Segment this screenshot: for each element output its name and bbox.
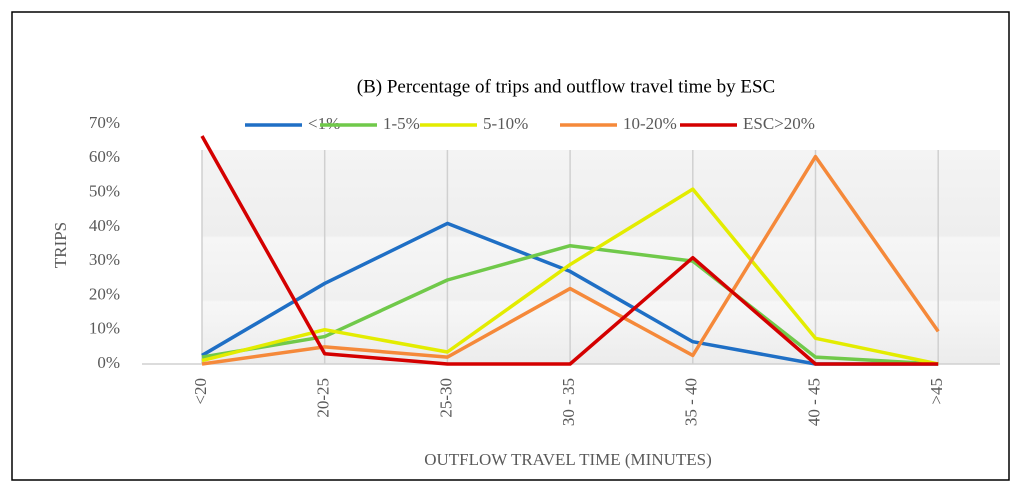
x-tick-label: 40 - 45 bbox=[804, 378, 823, 426]
series-line bbox=[201, 243, 939, 366]
y-tick-label: 10% bbox=[89, 319, 120, 338]
x-axis-title: OUTFLOW TRAVEL TIME (MINUTES) bbox=[424, 450, 712, 469]
x-tick-label: <20 bbox=[191, 378, 210, 405]
y-tick-label: 50% bbox=[89, 181, 120, 200]
legend-label: ESC>20% bbox=[743, 114, 815, 133]
plot-background bbox=[202, 150, 1000, 364]
y-axis-title: TRIPS bbox=[51, 222, 70, 268]
x-tick-label: 20-25 bbox=[314, 378, 333, 418]
y-tick-label: 20% bbox=[89, 284, 120, 303]
y-tick-label: 40% bbox=[89, 216, 120, 235]
legend-label: 1-5% bbox=[383, 114, 420, 133]
x-tick-label: >45 bbox=[927, 378, 946, 405]
chart-title: (B) Percentage of trips and outflow trav… bbox=[357, 76, 775, 97]
x-tick-label: 25-30 bbox=[436, 378, 455, 418]
series-line bbox=[201, 187, 939, 366]
series-line bbox=[201, 154, 940, 366]
y-tick-label: 70% bbox=[89, 113, 120, 132]
legend-label: 5-10% bbox=[483, 114, 528, 133]
x-tick-label: 35 - 40 bbox=[682, 378, 701, 426]
x-tick-label: 30 - 35 bbox=[559, 378, 578, 426]
series-line bbox=[200, 135, 939, 366]
y-tick-label: 0% bbox=[97, 353, 120, 372]
y-tick-label: 60% bbox=[89, 147, 120, 166]
legend-label: 10-20% bbox=[623, 114, 677, 133]
y-tick-label: 30% bbox=[89, 250, 120, 269]
